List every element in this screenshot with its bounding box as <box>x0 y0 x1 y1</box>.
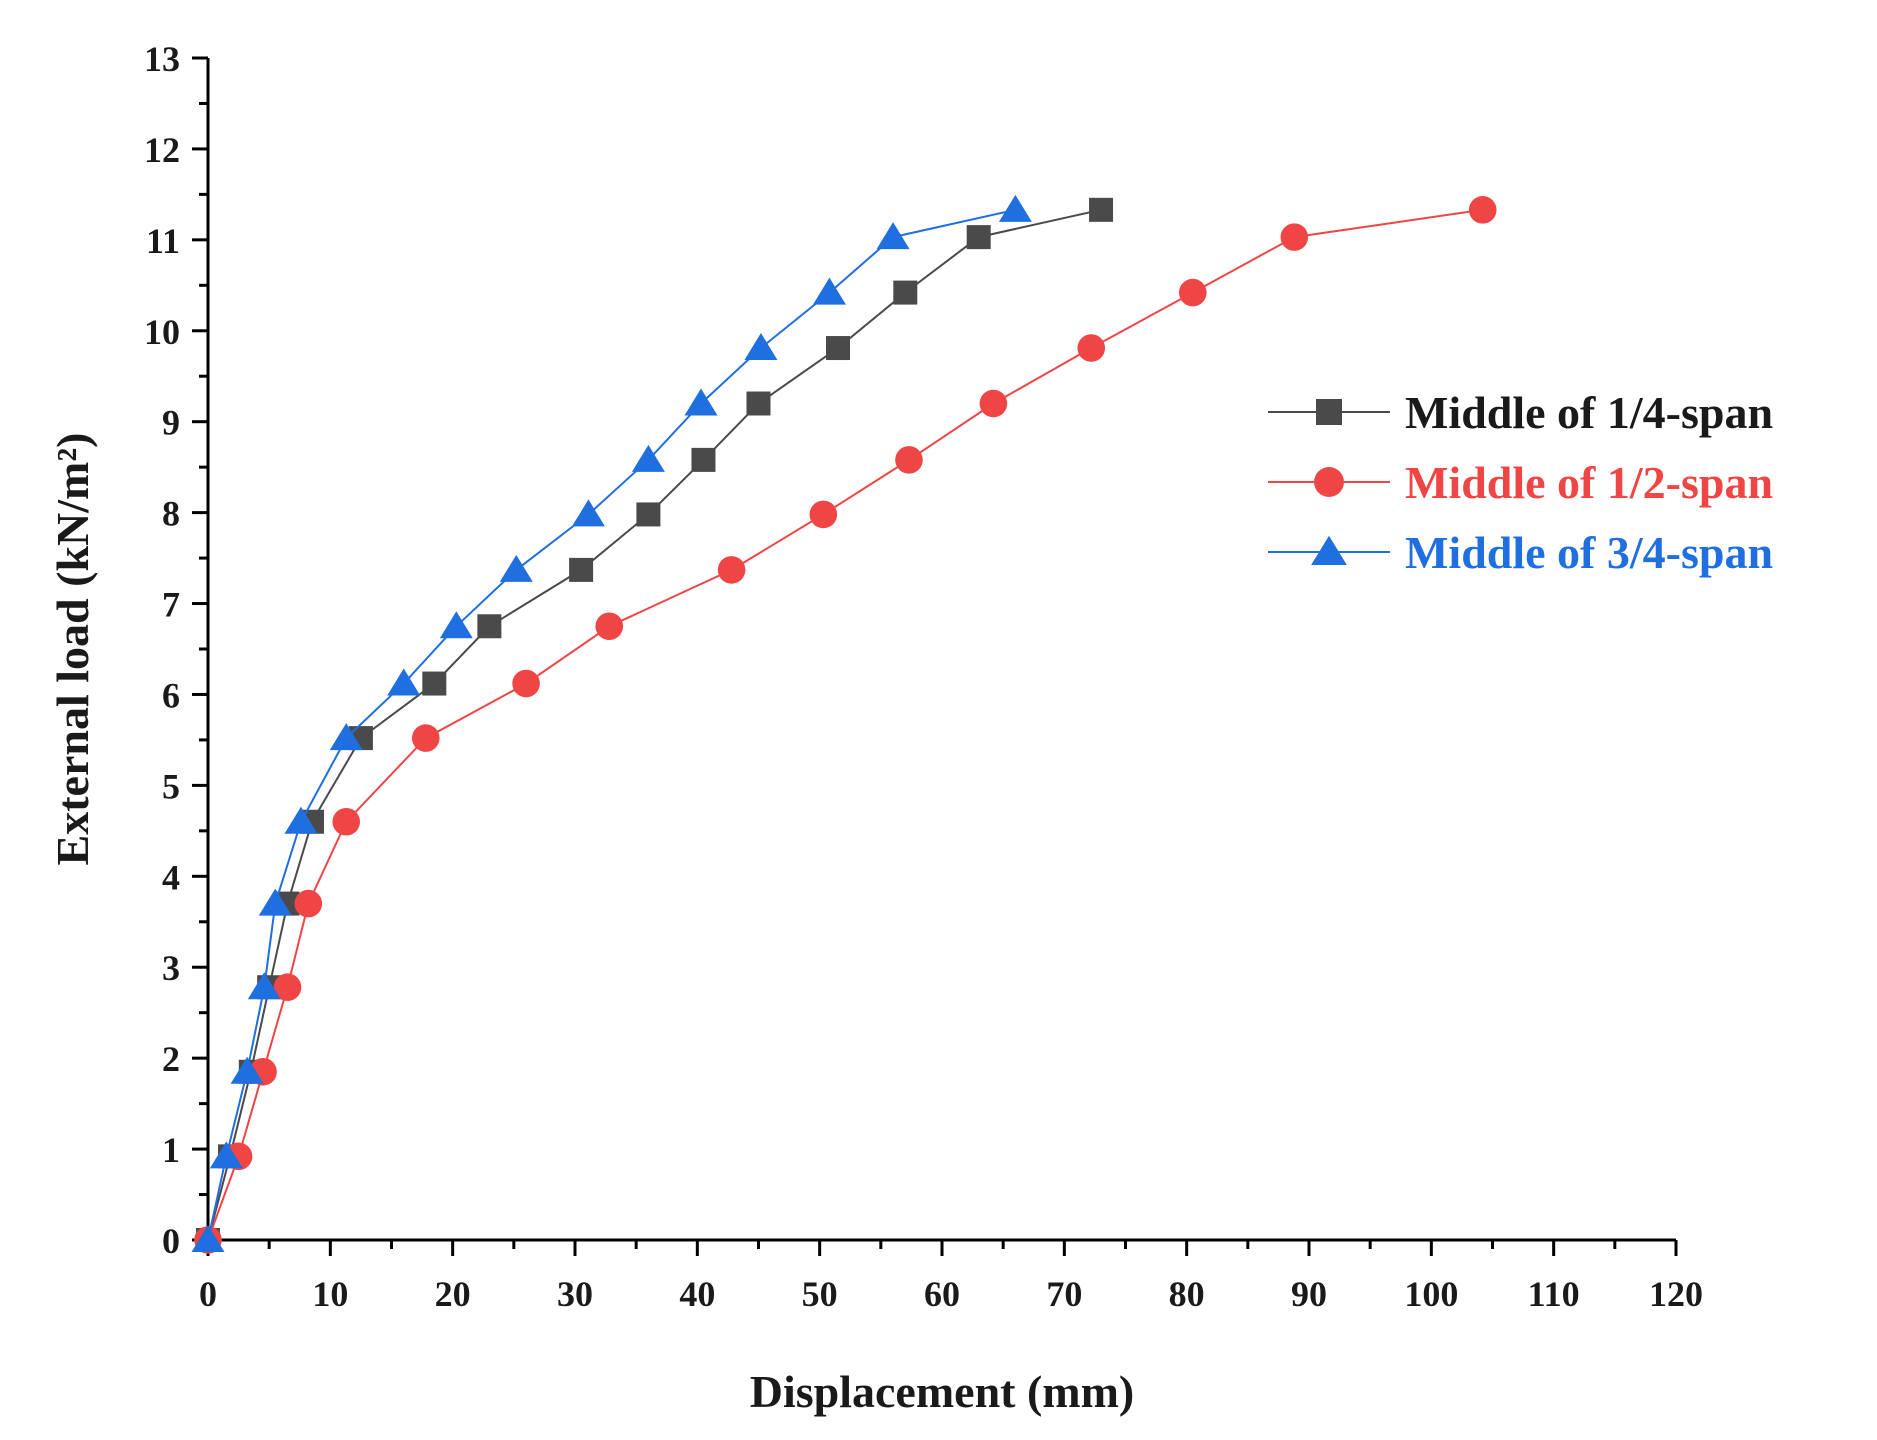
data-point <box>1280 223 1309 251</box>
y-tick-label: 5 <box>162 766 180 806</box>
data-point <box>332 807 361 836</box>
y-tick-label: 0 <box>162 1221 180 1261</box>
legend-marker <box>1311 535 1347 565</box>
legend: Middle of 1/4-span Middle of 1/2-span Midd… <box>1268 387 1773 578</box>
y-tick-label: 4 <box>162 857 180 897</box>
series-line <box>207 208 1102 1241</box>
x-tick-label: 80 <box>1169 1274 1205 1314</box>
data-point <box>812 277 846 305</box>
legend-item: Middle of 3/4-span <box>1268 527 1773 578</box>
legend-item: Middle of 1/4-span <box>1268 387 1773 438</box>
y-tick-label: 6 <box>162 675 180 715</box>
data-point <box>411 724 440 752</box>
data-point <box>826 336 851 361</box>
legend-label: Middle of 1/2-span <box>1405 457 1773 508</box>
y-tick-label: 7 <box>162 585 180 625</box>
x-tick-label: 0 <box>199 1274 217 1314</box>
data-point <box>691 447 716 472</box>
data-point <box>876 222 910 250</box>
data-point <box>1468 196 1497 224</box>
data-point <box>809 500 838 529</box>
data-point <box>329 723 363 751</box>
series-3 <box>191 194 1032 1252</box>
y-tick-label: 3 <box>162 948 180 988</box>
series-line <box>207 208 1016 1241</box>
data-point <box>230 1056 264 1084</box>
legend-item: Middle of 1/2-span <box>1268 457 1773 508</box>
data-point <box>571 499 605 527</box>
data-point <box>273 973 302 1002</box>
y-tick-label: 2 <box>162 1039 180 1079</box>
y-tick-label: 11 <box>146 221 180 261</box>
data-point <box>209 1141 243 1169</box>
series-line <box>207 208 1483 1241</box>
legend-marker <box>1314 467 1344 497</box>
data-point <box>439 611 473 639</box>
data-point <box>1178 278 1207 307</box>
x-tick-label: 70 <box>1046 1274 1082 1314</box>
y-tick-label: 12 <box>144 130 180 170</box>
data-point <box>284 806 318 834</box>
data-point <box>422 671 447 696</box>
data-point <box>247 972 281 1000</box>
data-point <box>477 614 502 639</box>
y-tick-label: 8 <box>162 494 180 534</box>
data-point <box>744 333 778 361</box>
x-tick-label: 30 <box>557 1274 593 1314</box>
data-point <box>631 444 665 472</box>
data-point <box>191 1225 225 1252</box>
y-tick-label: 1 <box>162 1130 180 1170</box>
data-point <box>387 668 421 696</box>
series-layer <box>191 194 1497 1254</box>
data-point <box>258 888 292 916</box>
data-point <box>512 669 540 698</box>
x-tick-label: 110 <box>1528 1274 1580 1314</box>
axis-ticks <box>192 56 1678 1256</box>
x-tick-label: 40 <box>679 1274 715 1314</box>
data-point <box>893 280 918 305</box>
data-point <box>979 389 1008 418</box>
data-point <box>998 194 1032 222</box>
series-1 <box>196 197 1114 1252</box>
data-point <box>684 388 718 416</box>
x-tick-label: 50 <box>802 1274 838 1314</box>
x-tick-label: 120 <box>1649 1274 1703 1314</box>
x-tick-label: 90 <box>1291 1274 1327 1314</box>
data-point <box>717 556 746 584</box>
x-tick-label: 60 <box>924 1274 960 1314</box>
data-point <box>895 446 923 474</box>
y-tick-label: 13 <box>144 39 180 79</box>
legend-marker <box>1316 399 1342 425</box>
x-tick-label: 20 <box>435 1274 471 1314</box>
series-2 <box>194 196 1497 1254</box>
legend-label: Middle of 3/4-span <box>1405 527 1773 578</box>
data-point <box>966 225 991 250</box>
data-point <box>746 391 771 416</box>
x-axis-title: Displacement (mm) <box>750 1366 1135 1417</box>
x-tick-label: 10 <box>312 1274 348 1314</box>
data-point <box>294 889 323 918</box>
x-tick-label: 100 <box>1404 1274 1458 1314</box>
data-point <box>595 612 624 641</box>
data-point <box>569 557 594 582</box>
data-point <box>1089 197 1114 222</box>
legend-label: Middle of 1/4-span <box>1405 387 1773 438</box>
data-point <box>499 554 533 582</box>
y-axis-title: External load (kN/m²) <box>47 433 98 866</box>
y-tick-label: 10 <box>144 312 180 352</box>
data-point <box>1077 334 1106 362</box>
x-tick-labels: 0 10 20 30 40 50 60 70 80 90 100 110 120 <box>199 1274 1703 1314</box>
data-point <box>636 502 661 527</box>
y-tick-label: 9 <box>162 403 180 443</box>
